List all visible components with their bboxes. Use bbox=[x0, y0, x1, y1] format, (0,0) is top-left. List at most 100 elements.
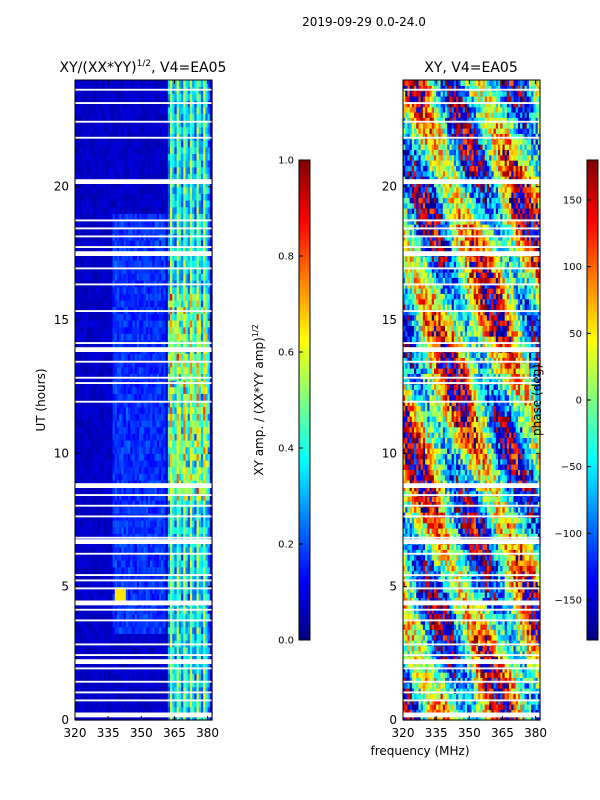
amp-cell bbox=[189, 293, 193, 301]
amp-cell bbox=[97, 193, 100, 201]
amp-cell bbox=[94, 506, 98, 514]
amp-cell bbox=[119, 653, 123, 661]
amp-cell bbox=[154, 433, 158, 441]
amp-cell bbox=[183, 320, 187, 328]
amp-cell bbox=[116, 420, 120, 428]
amp-cell bbox=[110, 440, 114, 448]
amp-cell bbox=[145, 553, 149, 561]
amp-cell bbox=[103, 240, 107, 248]
amp-cell bbox=[88, 473, 92, 481]
amp-cell bbox=[119, 686, 123, 694]
amp-cell bbox=[90, 420, 94, 428]
amp-cell bbox=[134, 593, 138, 601]
amp-cell bbox=[116, 220, 120, 228]
amp-cell bbox=[97, 626, 100, 634]
amp-cell bbox=[154, 186, 158, 194]
amp-cell bbox=[181, 593, 184, 601]
amp-cell bbox=[119, 453, 123, 461]
amp-cell bbox=[88, 226, 92, 234]
amp-cell bbox=[79, 580, 83, 588]
amp-cell bbox=[200, 260, 204, 268]
amp-cell bbox=[81, 426, 85, 434]
amp-cell bbox=[92, 393, 96, 401]
amp-cell bbox=[196, 500, 200, 508]
amp-cell bbox=[207, 406, 211, 414]
amp-cell bbox=[99, 286, 103, 294]
amp-cell bbox=[205, 460, 209, 468]
amp-cell bbox=[196, 546, 200, 554]
amp-cell bbox=[192, 333, 195, 341]
amp-cell bbox=[88, 253, 92, 261]
amp-cell bbox=[112, 460, 116, 468]
amp-cell bbox=[116, 646, 120, 654]
amp-cell bbox=[170, 446, 173, 454]
amp-cell bbox=[77, 420, 81, 428]
amp-cell bbox=[174, 546, 178, 554]
amp-cell bbox=[77, 440, 81, 448]
amp-cell bbox=[147, 460, 151, 468]
amp-cell bbox=[105, 526, 109, 534]
amp-cell bbox=[79, 446, 83, 454]
amp-cell bbox=[189, 353, 193, 361]
amp-cell bbox=[94, 273, 98, 281]
amp-cell bbox=[136, 526, 140, 534]
amp-cell bbox=[198, 286, 202, 294]
amp-cell bbox=[167, 593, 171, 601]
amp-cell bbox=[77, 220, 81, 228]
amp-cell bbox=[132, 226, 136, 234]
amp-cell bbox=[170, 286, 173, 294]
amp-cell bbox=[158, 313, 162, 321]
amp-cell bbox=[128, 286, 131, 294]
amp-cell bbox=[128, 460, 131, 468]
amp-cell bbox=[101, 453, 105, 461]
amp-cell bbox=[185, 286, 189, 294]
amp-cell bbox=[75, 506, 78, 514]
amp-cell bbox=[134, 266, 138, 274]
amp-cell bbox=[161, 446, 164, 454]
amp-cell bbox=[161, 520, 164, 528]
amp-cell bbox=[172, 326, 176, 334]
amp-cell bbox=[92, 626, 96, 634]
amp-cell bbox=[196, 620, 200, 628]
amp-cell bbox=[172, 206, 176, 214]
amp-cell bbox=[77, 706, 81, 714]
amp-cell bbox=[178, 240, 182, 248]
amp-cell bbox=[143, 193, 147, 201]
amp-cell bbox=[83, 500, 87, 508]
amp-cell bbox=[185, 473, 189, 481]
amp-cell bbox=[108, 440, 111, 448]
amp-cell bbox=[205, 666, 209, 674]
amp-cell bbox=[170, 320, 173, 328]
amp-cell bbox=[130, 193, 134, 201]
amp-cell bbox=[92, 693, 96, 701]
amp-cell bbox=[139, 293, 142, 301]
amp-cell bbox=[99, 706, 103, 714]
amp-cell bbox=[150, 260, 153, 268]
amp-cell bbox=[156, 493, 160, 501]
amp-cell bbox=[174, 440, 178, 448]
amp-cell bbox=[125, 560, 129, 568]
amp-cell bbox=[185, 620, 189, 628]
amp-cell bbox=[156, 320, 160, 328]
amp-cell bbox=[119, 520, 123, 528]
amp-cell bbox=[94, 420, 98, 428]
amp-cell bbox=[92, 226, 96, 234]
amp-cell bbox=[79, 613, 83, 621]
amp-cell bbox=[88, 700, 92, 708]
amp-cell bbox=[152, 226, 156, 234]
amp-cell bbox=[152, 393, 156, 401]
amp-cell bbox=[196, 186, 200, 194]
amp-cell bbox=[150, 646, 153, 654]
amp-cell bbox=[158, 626, 162, 634]
amp-cell bbox=[79, 693, 83, 701]
amp-cell bbox=[207, 420, 211, 428]
amp-cell bbox=[203, 706, 206, 714]
amp-cell bbox=[125, 446, 129, 454]
amp-cell bbox=[123, 386, 127, 394]
amp-cell bbox=[121, 460, 125, 468]
amp-cell bbox=[187, 506, 191, 514]
amp-cell bbox=[198, 626, 202, 634]
amp-cell bbox=[185, 226, 189, 234]
amp-cell bbox=[97, 393, 100, 401]
amp-cell bbox=[147, 413, 151, 421]
